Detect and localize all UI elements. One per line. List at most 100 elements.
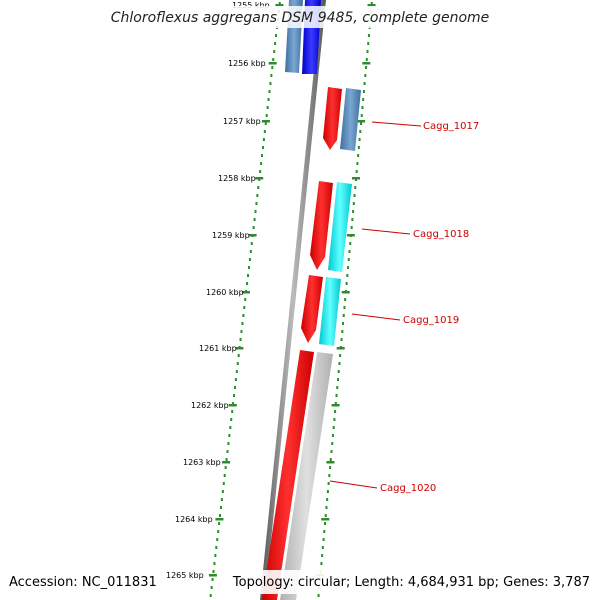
gene-label-cagg-1019[interactable]: Cagg_1019 xyxy=(403,315,459,326)
gene-label-cagg-1018[interactable]: Cagg_1018 xyxy=(413,229,469,240)
footer-backdrop-right xyxy=(256,570,596,594)
inner-scale-dot xyxy=(253,218,256,221)
inner-scale-dot xyxy=(209,594,212,597)
outer-scale-dot xyxy=(367,34,370,37)
inner-scale-dot xyxy=(213,562,216,565)
outer-scale-dot xyxy=(360,122,363,125)
inner-scale-dot xyxy=(219,514,222,517)
outer-scale-dot xyxy=(349,242,352,245)
tick-label-1263-kbp: 1263 kbp xyxy=(183,458,221,467)
inner-scale-dot xyxy=(271,66,274,69)
outer-scale-dot xyxy=(360,114,363,117)
gene-arrow-cagg-1018-rev[interactable] xyxy=(328,182,352,272)
outer-scale-dot xyxy=(338,362,341,365)
gene-arrow-cagg-1020-fwd[interactable] xyxy=(262,350,314,600)
genome-title: Chloroflexus aggregans DSM 9485, complet… xyxy=(111,10,490,26)
connector-cagg-1018 xyxy=(361,228,411,235)
outer-scale-dot xyxy=(336,378,339,381)
inner-scale-dot xyxy=(239,338,242,341)
gene-arrow-cagg-1017-rev[interactable] xyxy=(340,88,361,151)
outer-scale-dot xyxy=(362,98,365,101)
inner-scale-dot xyxy=(266,106,269,109)
outer-scale-dot xyxy=(333,418,336,421)
inner-scale-dot xyxy=(237,354,240,357)
title-backdrop xyxy=(110,6,490,28)
inner-scale-dot xyxy=(234,378,237,381)
inner-major-tick xyxy=(228,404,237,407)
inner-major-tick xyxy=(215,518,224,521)
inner-scale-dot xyxy=(214,554,217,557)
inner-scale-dot xyxy=(210,586,213,589)
inner-scale-dot xyxy=(249,250,252,253)
outer-scale-dot xyxy=(327,482,330,485)
inner-major-tick xyxy=(261,120,270,123)
gene-label-cagg-1020[interactable]: Cagg_1020 xyxy=(380,483,436,494)
outer-scale-dot xyxy=(336,386,339,389)
forward-strand-genes xyxy=(262,87,342,600)
inner-scale-dot xyxy=(247,266,250,269)
outer-major-tick xyxy=(331,404,340,407)
gene-arrow-cagg-1017-fwd[interactable] xyxy=(323,87,342,150)
inner-scale-dot xyxy=(242,314,245,317)
outer-major-tick xyxy=(357,120,366,123)
inner-scale-dot xyxy=(274,42,277,45)
outer-major-tick xyxy=(351,177,360,180)
connector-cagg-1020 xyxy=(329,480,378,489)
outer-scale-dot xyxy=(334,410,337,413)
inner-scale-dot xyxy=(233,394,236,397)
outer-scale-dot xyxy=(362,90,365,93)
inner-scale-dot xyxy=(268,90,271,93)
outer-major-tick xyxy=(362,62,371,65)
gene-arrow-cagg-1020-rev[interactable] xyxy=(280,352,333,600)
tick-label-1265-kbp: 1265 kbp xyxy=(166,571,204,580)
outer-scale-dot xyxy=(345,282,348,285)
gene-labels: Cagg_1017 Cagg_1018 Cagg_1019 Cagg_1020 xyxy=(380,121,479,494)
inner-major-tick xyxy=(275,4,284,7)
inner-scale-dot xyxy=(240,330,243,333)
inner-scale-dot xyxy=(265,114,268,117)
outer-scale-dot xyxy=(357,154,360,157)
tick-label-1264-kbp: 1264 kbp xyxy=(175,515,213,524)
inner-scale-dot xyxy=(224,466,227,469)
outer-scale-dot xyxy=(342,314,345,317)
outer-scale-dot xyxy=(329,458,332,461)
inner-scale-dot xyxy=(278,2,281,5)
outer-scale-dot xyxy=(351,218,354,221)
inner-scale-dot xyxy=(264,122,267,125)
inner-scale-dot xyxy=(235,370,238,373)
outer-scale-dot xyxy=(366,50,369,53)
inner-scale-dot xyxy=(273,50,276,53)
outer-scale-dot xyxy=(321,546,324,549)
outer-scale-dot xyxy=(352,210,355,213)
genome-backbone xyxy=(260,0,326,600)
outer-scale-dot xyxy=(359,130,362,133)
tick-label-1256-kbp: 1256 kbp xyxy=(228,59,266,68)
inner-scale-dot xyxy=(232,402,235,405)
gene-arrow-cagg-1018-fwd[interactable] xyxy=(310,181,333,270)
inner-scale-dot xyxy=(259,170,262,173)
inner-major-tick xyxy=(235,347,244,350)
inner-major-tick xyxy=(208,574,217,577)
gene-arrow-cagg-1019-fwd[interactable] xyxy=(301,275,323,343)
tick-label-1258-kbp: 1258 kbp xyxy=(218,174,256,183)
outer-scale-dot xyxy=(332,426,335,429)
connector-cagg-1017 xyxy=(371,121,422,127)
inner-scale-dot xyxy=(216,538,219,541)
outer-scale-dot xyxy=(340,338,343,341)
outer-scale-dot xyxy=(346,274,349,277)
inner-scale-dot xyxy=(256,194,259,197)
outer-scale-dot xyxy=(347,266,350,269)
inner-scale-dot xyxy=(252,226,255,229)
inner-scale-dot xyxy=(218,522,221,525)
scale-tick-labels: 1255 kbp 1256 kbp 1257 kbp 1258 kbp 1259… xyxy=(166,1,270,580)
inner-scale-dot xyxy=(212,570,215,573)
outer-scale-dot xyxy=(321,554,324,557)
inner-scale-dot xyxy=(241,322,244,325)
tick-label-1261-kbp: 1261 kbp xyxy=(199,344,237,353)
inner-scale-dot xyxy=(226,450,229,453)
inner-scale-dot xyxy=(263,130,266,133)
gene-label-cagg-1017[interactable]: Cagg_1017 xyxy=(423,121,479,132)
gene-arrow-cagg-1019-rev[interactable] xyxy=(319,277,341,346)
inner-scale-dot xyxy=(260,162,263,165)
